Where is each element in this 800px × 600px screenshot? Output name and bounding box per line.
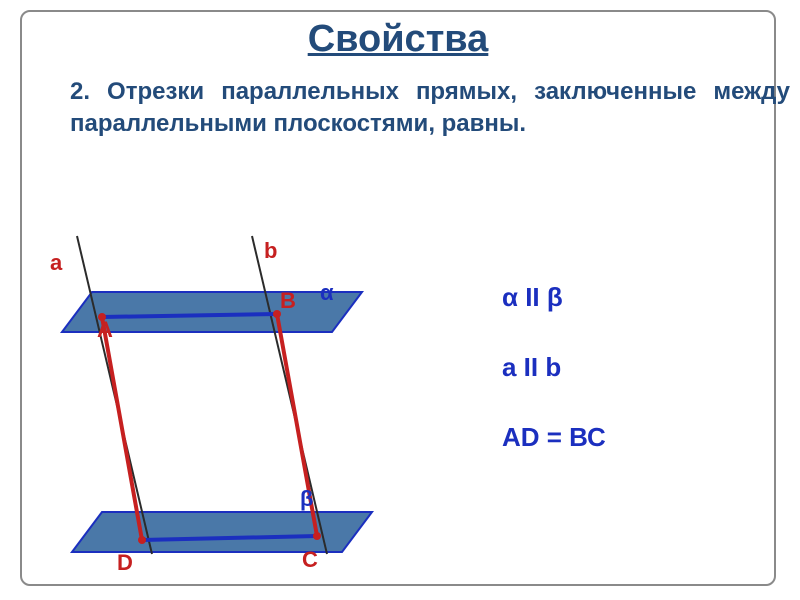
- label-d: D: [117, 550, 133, 575]
- label-a: a: [50, 250, 63, 275]
- segment-ad: [102, 317, 142, 540]
- statement-alpha-parallel-beta: α II β: [502, 282, 563, 313]
- line-b-extension: [252, 236, 327, 554]
- point-c: [313, 532, 321, 540]
- label-c: С: [302, 547, 318, 572]
- point-d: [138, 536, 146, 544]
- statement-a-parallel-b: a II b: [502, 352, 561, 383]
- label-beta: β: [300, 486, 313, 511]
- label-b: В: [280, 288, 296, 313]
- geometry-figure: a b α β A В С D: [42, 222, 452, 592]
- label-alpha: α: [320, 280, 334, 305]
- label-b: b: [264, 238, 277, 263]
- theorem-text: 2. Отрезки параллельных прямых, заключен…: [70, 76, 790, 141]
- slide-frame: Свойства 2. Отрезки параллельных прямых,…: [20, 10, 776, 586]
- page-title: Свойства: [22, 18, 774, 61]
- plane-beta: [72, 512, 372, 552]
- label-a: A: [97, 317, 113, 342]
- statement-ad-equals-bc: AD = ВС: [502, 422, 606, 453]
- page: Свойства 2. Отрезки параллельных прямых,…: [0, 0, 800, 600]
